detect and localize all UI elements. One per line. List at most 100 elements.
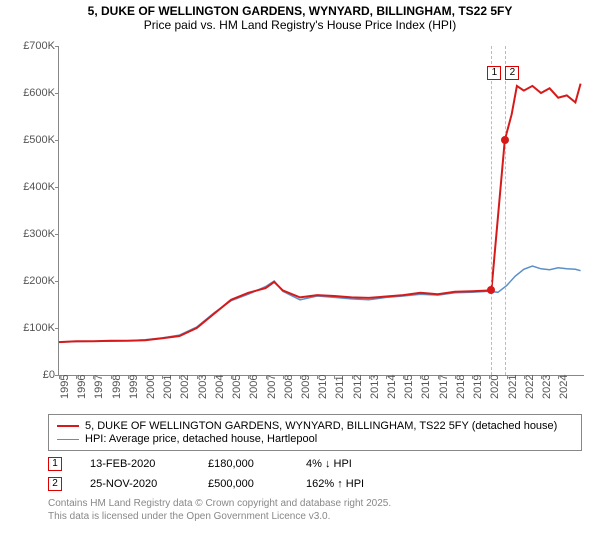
event-change: 162% ↑ HPI: [306, 478, 406, 490]
x-axis-label: 2017: [438, 375, 450, 399]
x-tick-mark: [317, 375, 318, 379]
x-axis-label: 2005: [231, 375, 243, 399]
x-tick-mark: [145, 375, 146, 379]
x-axis-label: 2014: [386, 375, 398, 399]
x-tick-mark: [438, 375, 439, 379]
x-axis-label: 2022: [524, 375, 536, 399]
event-date: 13-FEB-2020: [90, 458, 180, 470]
y-tick-mark: [55, 187, 59, 188]
event-number-box: 2: [48, 477, 62, 491]
y-axis-label: £200K: [11, 275, 55, 287]
y-tick-mark: [55, 46, 59, 47]
x-tick-mark: [524, 375, 525, 379]
y-axis-label: £300K: [11, 228, 55, 240]
x-axis-label: 1999: [128, 375, 140, 399]
x-tick-mark: [541, 375, 542, 379]
x-tick-mark: [59, 375, 60, 379]
event-date: 25-NOV-2020: [90, 478, 180, 490]
x-tick-mark: [93, 375, 94, 379]
x-tick-mark: [162, 375, 163, 379]
y-tick-mark: [55, 281, 59, 282]
x-tick-mark: [266, 375, 267, 379]
x-tick-mark: [455, 375, 456, 379]
event-marker-box: 1: [487, 66, 501, 80]
x-tick-mark: [283, 375, 284, 379]
x-tick-mark: [179, 375, 180, 379]
x-tick-mark: [472, 375, 473, 379]
event-price: £180,000: [208, 458, 278, 470]
x-tick-mark: [403, 375, 404, 379]
x-axis-label: 2008: [283, 375, 295, 399]
x-tick-mark: [558, 375, 559, 379]
x-tick-mark: [248, 375, 249, 379]
x-tick-mark: [507, 375, 508, 379]
x-axis-label: 2020: [489, 375, 501, 399]
x-tick-mark: [386, 375, 387, 379]
y-tick-mark: [55, 328, 59, 329]
x-tick-mark: [334, 375, 335, 379]
legend-label: HPI: Average price, detached house, Hart…: [85, 433, 317, 445]
event-marker-box: 2: [505, 66, 519, 80]
footer-line1: Contains HM Land Registry data © Crown c…: [48, 497, 582, 510]
x-axis-label: 2010: [317, 375, 329, 399]
x-axis-label: 2015: [403, 375, 415, 399]
x-axis-label: 1995: [59, 375, 71, 399]
footer: Contains HM Land Registry data © Crown c…: [48, 497, 582, 523]
x-axis-label: 2003: [197, 375, 209, 399]
x-axis-label: 1998: [111, 375, 123, 399]
y-tick-mark: [55, 234, 59, 235]
chart: £0£100K£200K£300K£400K£500K£600K£700K199…: [10, 36, 590, 406]
footer-line2: This data is licensed under the Open Gov…: [48, 510, 582, 523]
x-axis-label: 2004: [214, 375, 226, 399]
x-axis-label: 2002: [179, 375, 191, 399]
x-tick-mark: [352, 375, 353, 379]
event-vline: [491, 46, 492, 375]
y-tick-mark: [55, 93, 59, 94]
x-tick-mark: [369, 375, 370, 379]
plot-area: £0£100K£200K£300K£400K£500K£600K£700K199…: [58, 46, 584, 376]
y-axis-label: £400K: [11, 181, 55, 193]
x-axis-label: 2013: [369, 375, 381, 399]
x-axis-label: 2023: [541, 375, 553, 399]
x-tick-mark: [214, 375, 215, 379]
x-tick-mark: [231, 375, 232, 379]
x-axis-label: 2016: [420, 375, 432, 399]
x-axis-label: 2012: [352, 375, 364, 399]
legend-swatch: [57, 439, 79, 440]
x-axis-label: 2024: [558, 375, 570, 399]
event-change: 4% ↓ HPI: [306, 458, 406, 470]
x-tick-mark: [197, 375, 198, 379]
event-price: £500,000: [208, 478, 278, 490]
legend-swatch: [57, 425, 79, 427]
y-axis-label: £500K: [11, 134, 55, 146]
event-row: 2 25-NOV-2020 £500,000 162% ↑ HPI: [48, 477, 582, 491]
x-axis-label: 2009: [300, 375, 312, 399]
event-vline: [505, 46, 506, 375]
y-axis-label: £700K: [11, 40, 55, 52]
legend-label: 5, DUKE OF WELLINGTON GARDENS, WYNYARD, …: [85, 420, 557, 432]
event-number-box: 1: [48, 457, 62, 471]
event-row: 1 13-FEB-2020 £180,000 4% ↓ HPI: [48, 457, 582, 471]
x-tick-mark: [420, 375, 421, 379]
event-dot: [487, 286, 495, 294]
legend: 5, DUKE OF WELLINGTON GARDENS, WYNYARD, …: [48, 414, 582, 451]
x-axis-label: 2019: [472, 375, 484, 399]
chart-title-line1: 5, DUKE OF WELLINGTON GARDENS, WYNYARD, …: [0, 0, 600, 18]
series-property: [59, 84, 581, 343]
x-axis-label: 2007: [266, 375, 278, 399]
chart-title-line2: Price paid vs. HM Land Registry's House …: [0, 18, 600, 36]
x-axis-label: 2011: [334, 375, 346, 399]
x-axis-label: 2000: [145, 375, 157, 399]
x-axis-label: 2018: [455, 375, 467, 399]
series-hpi: [59, 266, 581, 342]
x-tick-mark: [76, 375, 77, 379]
y-axis-label: £100K: [11, 322, 55, 334]
x-axis-label: 2006: [248, 375, 260, 399]
x-axis-label: 2021: [507, 375, 519, 399]
x-axis-label: 1997: [93, 375, 105, 399]
legend-row: HPI: Average price, detached house, Hart…: [57, 433, 573, 445]
legend-row: 5, DUKE OF WELLINGTON GARDENS, WYNYARD, …: [57, 420, 573, 432]
y-axis-label: £600K: [11, 87, 55, 99]
x-tick-mark: [489, 375, 490, 379]
x-tick-mark: [300, 375, 301, 379]
